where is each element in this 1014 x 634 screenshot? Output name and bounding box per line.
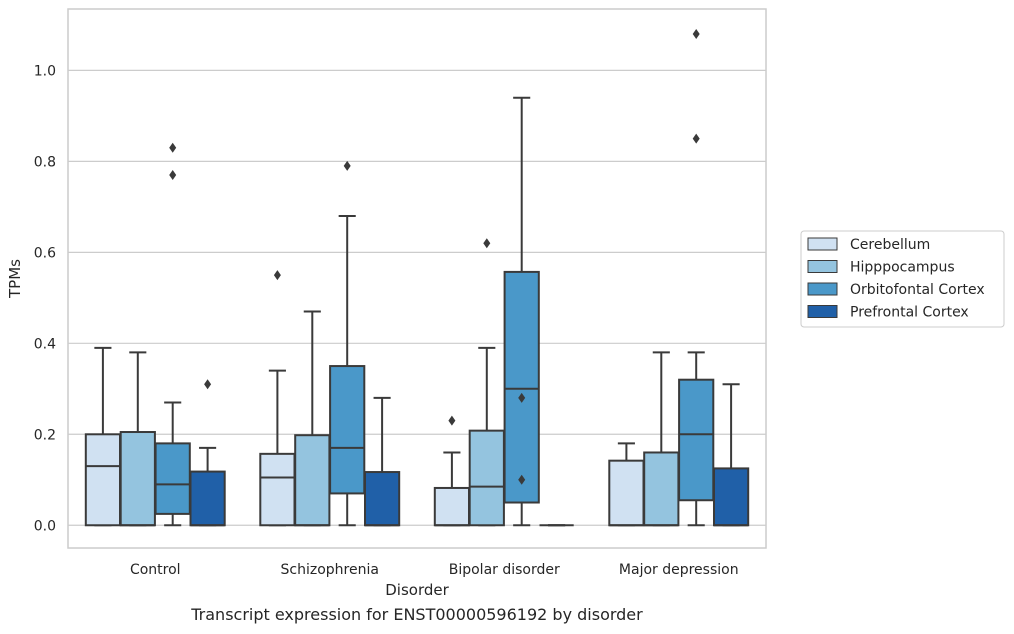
outlier-point [169, 170, 177, 181]
box [259, 452, 296, 527]
box [84, 433, 122, 527]
box [119, 431, 156, 527]
y-axis-ticks: 0.0 0.2 0.4 0.6 0.8 1.0 [34, 63, 56, 534]
x-axis-ticks: Control Schizophrenia Bipolar disorder Majo… [130, 562, 739, 578]
legend-swatch [807, 282, 838, 296]
box [433, 486, 471, 527]
outlier-point [518, 474, 526, 485]
x-axis-label: Disorder [385, 581, 449, 599]
box-group [154, 142, 191, 527]
y-axis-label: TPMs [6, 259, 24, 299]
box [189, 470, 226, 527]
x-tick-label: Control [130, 562, 181, 578]
box [329, 365, 366, 495]
box-group [468, 238, 505, 527]
box [608, 459, 645, 527]
box-plot-area [84, 29, 750, 527]
y-tick-label: 0.0 [34, 518, 56, 534]
legend-frame [800, 230, 1005, 328]
box [643, 451, 680, 527]
box [503, 270, 540, 504]
legend-swatch [807, 237, 838, 251]
box [154, 442, 191, 515]
legend-label: Orbitofontal Cortex [850, 282, 985, 298]
legend-label: Cerebellum [850, 237, 930, 253]
outlier-point [518, 392, 526, 403]
outlier-point [483, 238, 491, 249]
y-tick-label: 0.6 [34, 245, 56, 261]
outlier-point [343, 160, 351, 171]
outlier-point [448, 415, 456, 426]
x-tick-label: Bipolar disorder [449, 562, 560, 578]
box-group [329, 160, 366, 527]
outlier-point [273, 270, 281, 281]
outlier-point [204, 379, 212, 390]
box [294, 434, 331, 527]
box-group [433, 415, 471, 527]
x-tick-label: Schizophrenia [281, 562, 379, 578]
box-group [119, 351, 156, 527]
legend-label: Hipppocampus [850, 260, 955, 276]
x-tick-label: Major depression [619, 562, 739, 578]
box-group [259, 270, 296, 527]
y-tick-label: 0.4 [34, 336, 56, 352]
box-group [363, 396, 401, 527]
legend: Cerebellum Hipppocampus Orbitofontal Corte… [800, 230, 1005, 328]
y-tick-label: 1.0 [34, 63, 56, 79]
box-group [503, 96, 540, 527]
box-group [712, 383, 750, 527]
legend-swatch [807, 305, 838, 318]
box [712, 467, 750, 527]
legend-label: Prefrontal Cortex [850, 305, 969, 321]
y-tick-label: 0.8 [34, 154, 56, 170]
box [468, 429, 505, 527]
box-group [678, 29, 715, 527]
outlier-point [692, 29, 700, 40]
box-group [189, 379, 226, 527]
box [363, 471, 401, 527]
box-group [608, 442, 645, 527]
outlier-point [169, 142, 177, 153]
box-group [643, 351, 680, 527]
plot-frame [67, 8, 767, 549]
outlier-point [692, 133, 700, 144]
y-tick-label: 0.2 [34, 427, 56, 443]
legend-swatch [807, 260, 838, 273]
box [678, 378, 715, 502]
box-group [84, 346, 122, 527]
figure-caption: Transcript expression for ENST0000059619… [191, 605, 643, 624]
